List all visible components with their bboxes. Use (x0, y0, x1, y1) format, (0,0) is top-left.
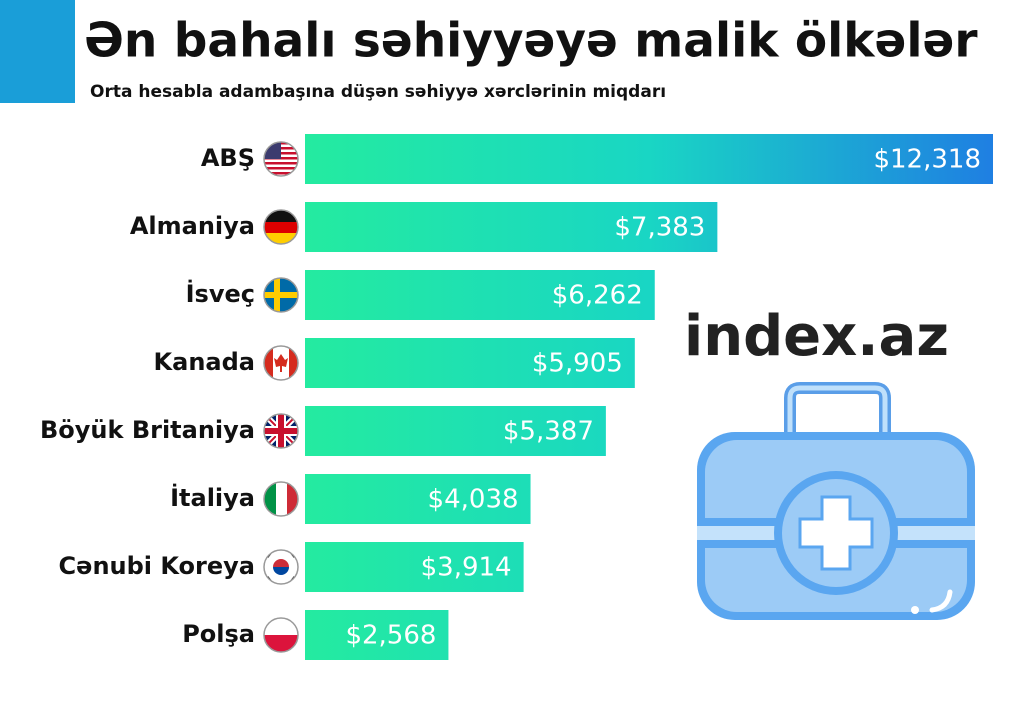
category-label: İsveç (186, 279, 255, 308)
bar (305, 406, 606, 456)
flag-ring (263, 277, 299, 313)
flag-ring (263, 549, 299, 585)
value-label: $2,568 (345, 621, 436, 651)
flag-ring (263, 345, 299, 381)
category-label: Polşa (182, 620, 255, 648)
flag-icon (263, 413, 299, 449)
flag-icon (263, 549, 299, 585)
flag-part (274, 278, 280, 312)
flag-icon (263, 277, 299, 313)
flag-icon (263, 345, 299, 381)
flag-part (273, 567, 289, 575)
flag-ring (263, 413, 299, 449)
value-label: $6,262 (552, 281, 643, 311)
flag-icon (263, 617, 299, 653)
category-label: ABŞ (201, 144, 255, 172)
flag-part (264, 346, 273, 380)
category-label: İtaliya (170, 483, 255, 512)
flag-part (264, 210, 298, 222)
chart-subtitle: Orta hesabla adambaşına düşən səhiyyə xə… (90, 82, 666, 102)
flag-part (264, 222, 298, 233)
bar (305, 338, 635, 388)
flag-body (264, 414, 298, 448)
bar (305, 134, 993, 184)
flag-part (287, 482, 298, 516)
category-label: Kanada (154, 348, 255, 376)
flag-icon (263, 141, 299, 177)
category-label: Almaniya (130, 212, 255, 240)
flag-part (264, 233, 298, 244)
value-label: $5,387 (503, 417, 594, 447)
bar (305, 542, 524, 592)
flag-part (278, 414, 284, 448)
medical-kit-icon (697, 382, 975, 620)
bar (305, 270, 655, 320)
flag-part (274, 354, 288, 372)
flag-body (264, 618, 298, 652)
flag-ring (263, 209, 299, 245)
flag-part (264, 292, 298, 298)
value-label: $12,318 (873, 145, 981, 175)
flag-ring (263, 617, 299, 653)
bar (305, 474, 531, 524)
flag-part (264, 635, 298, 652)
chart-title: Ən bahalı səhiyyəyə malik ölkələr (84, 14, 978, 69)
flag-part (289, 346, 298, 380)
flag-part (264, 172, 298, 175)
flag-body (264, 278, 298, 312)
value-label: $4,038 (428, 485, 519, 515)
category-label: Cənubi Koreya (59, 552, 255, 580)
flag-part (264, 618, 298, 635)
flag-icon (263, 209, 299, 245)
bar (305, 610, 449, 660)
title-accent (0, 0, 75, 103)
flag-body (264, 142, 298, 175)
value-label: $7,383 (614, 213, 705, 243)
flag-ring (263, 141, 299, 177)
flag-part (276, 482, 287, 516)
category-label: Böyük Britaniya (40, 416, 255, 444)
logo: index.az (684, 304, 949, 369)
flag-part (264, 167, 298, 170)
value-label: $3,914 (421, 553, 512, 583)
flag-part (264, 162, 298, 165)
value-label: $5,905 (532, 349, 623, 379)
flag-part (273, 559, 289, 567)
bar (305, 202, 718, 252)
flag-ring (263, 481, 299, 517)
flag-icon (263, 481, 299, 517)
flag-body (264, 346, 298, 380)
flag-part (264, 482, 276, 516)
